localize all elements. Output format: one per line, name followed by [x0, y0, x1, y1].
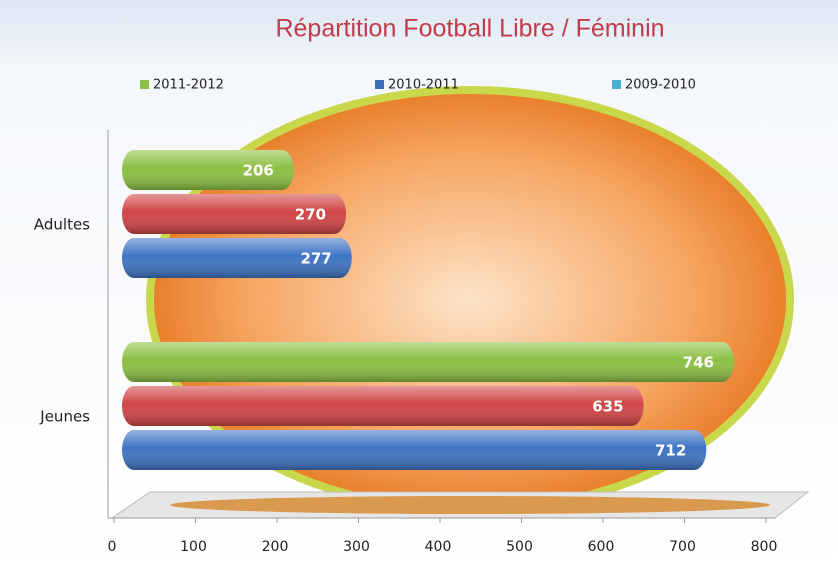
- legend-label: 2010-2011: [388, 78, 459, 93]
- legend-swatch: [140, 80, 149, 89]
- y-tick-label: Jeunes: [39, 408, 90, 426]
- bar-shade: [122, 342, 734, 382]
- value-label: 277: [300, 250, 331, 268]
- value-label: 270: [295, 206, 326, 224]
- x-tick-label: 400: [425, 539, 452, 555]
- x-tick-label: 500: [506, 539, 533, 555]
- bar-shade: [122, 238, 352, 278]
- x-tick-label: 100: [180, 539, 207, 555]
- value-label: 746: [683, 354, 714, 372]
- chart-title: Répartition Football Libre / Féminin: [275, 15, 664, 43]
- x-tick-label: 700: [669, 539, 696, 555]
- legend-swatch: [375, 80, 384, 89]
- bar-shade: [122, 430, 707, 470]
- value-label: 635: [592, 398, 623, 416]
- x-tick-label: 0: [108, 539, 117, 555]
- legend-label: 2011-2012: [153, 78, 224, 93]
- bar-shade: [122, 194, 347, 234]
- x-tick-label: 300: [343, 539, 370, 555]
- y-tick-label: Adultes: [34, 216, 90, 234]
- value-label: 206: [243, 162, 274, 180]
- floor-reflection: [170, 496, 770, 514]
- legend-swatch: [612, 80, 621, 89]
- x-tick-label: 800: [751, 539, 778, 555]
- x-tick-label: 600: [588, 539, 615, 555]
- legend-label: 2009-2010: [625, 78, 696, 93]
- bar-shade: [122, 150, 294, 190]
- value-label: 712: [655, 442, 686, 460]
- x-tick-label: 200: [262, 539, 289, 555]
- bar-shade: [122, 386, 644, 426]
